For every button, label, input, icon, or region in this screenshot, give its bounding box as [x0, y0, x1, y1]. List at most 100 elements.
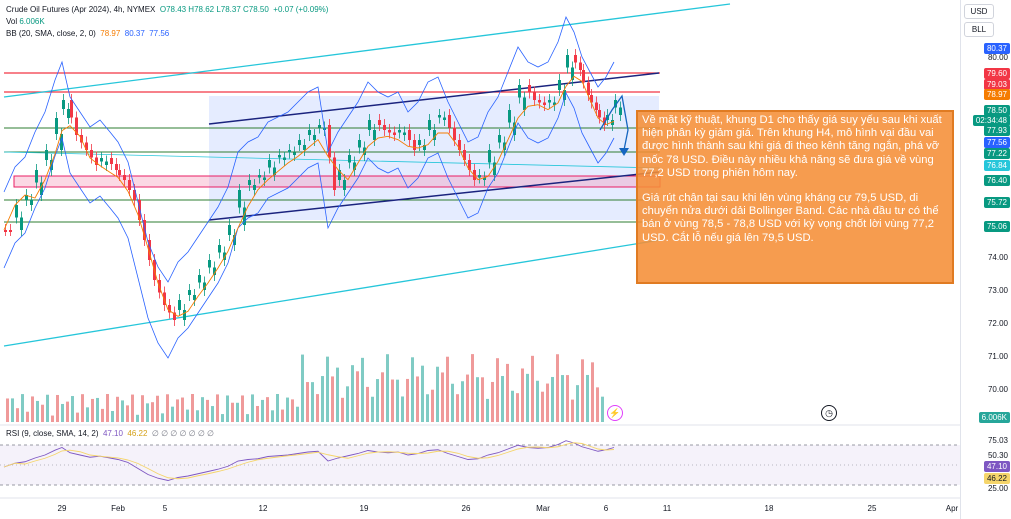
volume-bar: [571, 399, 574, 422]
candle-body: [378, 120, 381, 125]
unit-bll-button[interactable]: BLL: [964, 22, 994, 37]
volume-bar: [241, 395, 244, 422]
candle-body: [105, 161, 108, 165]
volume-bar: [286, 397, 289, 422]
candle-body: [9, 230, 12, 232]
currency-usd-button[interactable]: USD: [964, 4, 994, 19]
candle-body: [423, 145, 426, 150]
volume-bar: [346, 386, 349, 422]
chart-area[interactable]: Crude Oil Futures (Apr 2024), 4h, NYMEX …: [0, 0, 960, 519]
volume-bar: [276, 394, 279, 422]
volume-bar: [36, 400, 39, 422]
volume-bar: [581, 359, 584, 422]
volume-bar: [491, 381, 494, 422]
candle-body: [258, 175, 261, 178]
time-tick-label: Apr: [945, 504, 959, 513]
price-tick-label: 70.00: [987, 385, 1008, 394]
price-badge: 79.03: [983, 79, 1010, 90]
candle-body: [358, 140, 361, 148]
volume-bar: [326, 356, 329, 422]
time-tick-label: 18: [764, 504, 774, 513]
volume-bar: [111, 410, 114, 422]
candle-body: [498, 135, 501, 143]
volume-bar: [191, 394, 194, 422]
volume-bar: [61, 403, 64, 422]
candle-body: [587, 82, 590, 95]
candle-body: [115, 164, 118, 170]
volume-bar: [46, 394, 49, 422]
volume-bar: [471, 354, 474, 422]
volume-bar: [251, 394, 254, 422]
candle-body: [611, 120, 614, 125]
volume-bar: [431, 389, 434, 422]
candle-body: [188, 290, 191, 295]
candle-body: [403, 132, 406, 135]
volume-bar: [536, 380, 539, 422]
price-tick-label: 73.00: [987, 286, 1008, 295]
candle-body: [85, 142, 88, 150]
volume-bar: [366, 386, 369, 422]
volume-bar: [56, 394, 59, 422]
candle-body: [590, 95, 593, 103]
rsi-ma-value: 46.22: [127, 429, 148, 438]
volume-bar: [51, 415, 54, 422]
price-badge: 6.006K: [978, 412, 1010, 423]
rsi-badge: 47.10: [983, 461, 1010, 472]
volume-bar: [526, 373, 529, 422]
candle-body: [438, 115, 441, 118]
rsi-extra: ∅ ∅ ∅ ∅ ∅ ∅ ∅: [151, 429, 215, 438]
time-tick-label: Mar: [536, 504, 550, 513]
flash-icon[interactable]: ⚡: [607, 405, 623, 421]
candle-body: [533, 92, 536, 100]
candle-body: [253, 185, 256, 190]
bollinger-upper: [3, 15, 615, 283]
volume-bar: [261, 399, 264, 422]
volume-bar: [181, 397, 184, 422]
candle-body: [60, 134, 63, 150]
candle-body: [70, 100, 73, 118]
volume-bar: [151, 402, 154, 422]
volume-bar: [231, 402, 234, 422]
volume-bar: [101, 408, 104, 422]
candle-body: [373, 130, 376, 140]
forecast-arrow: [599, 94, 629, 151]
candle-body: [433, 130, 436, 140]
time-tick-label: 12: [258, 504, 268, 513]
legend-symbol: Crude Oil Futures (Apr 2024), 4h, NYMEX …: [6, 5, 328, 14]
candle-body: [40, 182, 43, 195]
candle-body: [538, 100, 541, 103]
candle-body: [303, 145, 306, 150]
note-paragraph-2: Giá rút chân tại sau khi lên vùng kháng …: [642, 192, 939, 244]
time-tick-label: 11: [662, 504, 672, 513]
candle-body: [148, 240, 151, 260]
candle-body: [218, 245, 221, 253]
volume-bar: [391, 379, 394, 422]
candle-body: [203, 282, 206, 290]
candle-body: [278, 155, 281, 158]
volume-bar: [481, 377, 484, 422]
candle-body: [143, 220, 146, 240]
clock-icon[interactable]: ◷: [821, 405, 837, 421]
price-axis[interactable]: 80.00 74.00 73.00 72.00 71.00 70.00 80.37 79.60…: [960, 0, 1011, 519]
volume-bar: [416, 376, 419, 422]
volume-bar: [81, 394, 84, 422]
price-badge: 76.40: [983, 175, 1010, 186]
price-tick-label: 74.00: [987, 253, 1008, 262]
candle-body: [318, 125, 321, 128]
candle-body: [468, 160, 471, 170]
rsi-value: 47.10: [102, 429, 123, 438]
price-chart-canvas[interactable]: [0, 0, 960, 519]
candle-body: [123, 175, 126, 180]
price-tick-label: 71.00: [987, 352, 1008, 361]
candle-body: [163, 292, 166, 305]
candle-body: [543, 102, 546, 105]
rsi-tick-label: 75.03: [987, 436, 1008, 445]
ohlc-values: O78.43 H78.62 L78.37 C78.50: [159, 5, 269, 14]
volume-bar: [576, 385, 579, 422]
candle-body: [55, 118, 58, 134]
volume-bar: [146, 403, 149, 422]
candle-body: [95, 157, 98, 165]
volume-bar: [186, 409, 189, 422]
candle-body: [198, 275, 201, 283]
volume-bar: [166, 394, 169, 422]
